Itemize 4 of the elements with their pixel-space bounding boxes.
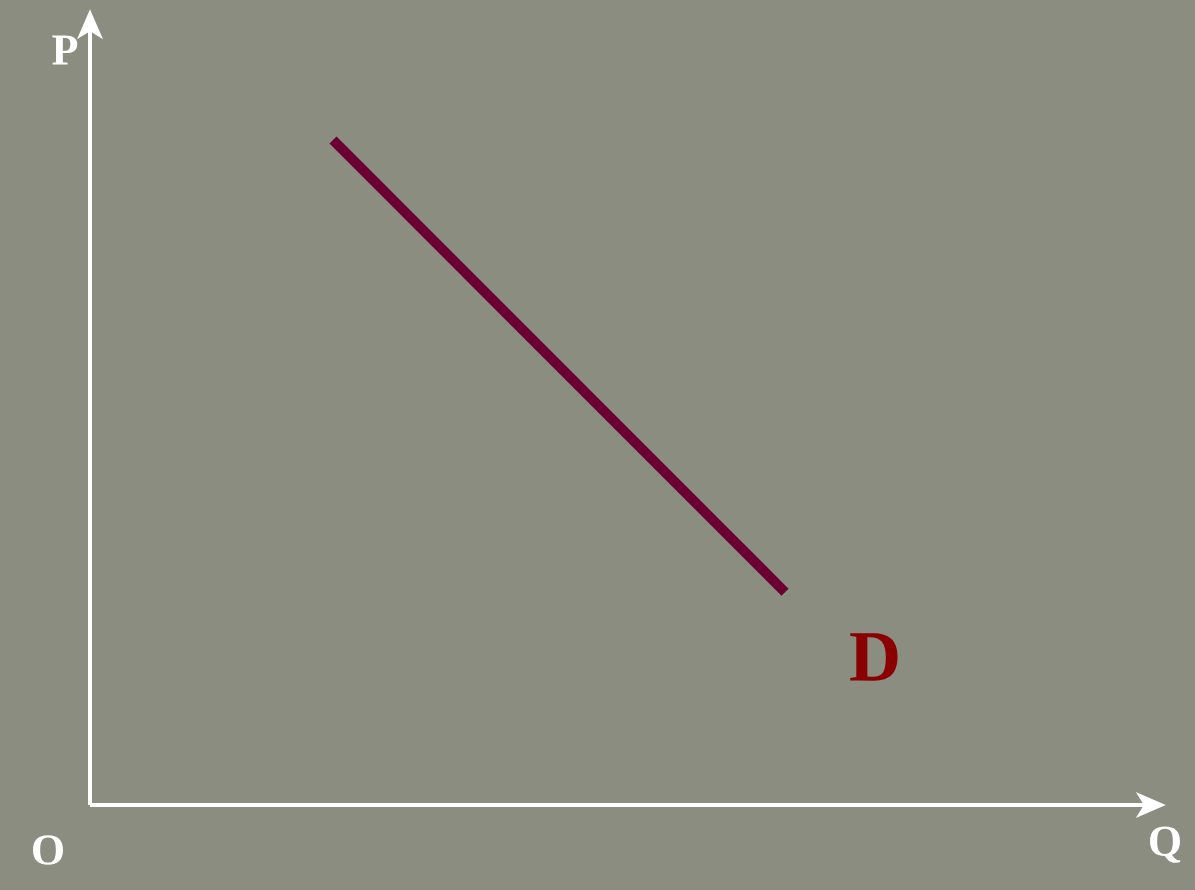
y-axis-title: P [52,35,78,65]
x-axis-title: Q [1150,826,1181,863]
text: O [33,835,63,865]
annotation: D [850,633,898,681]
